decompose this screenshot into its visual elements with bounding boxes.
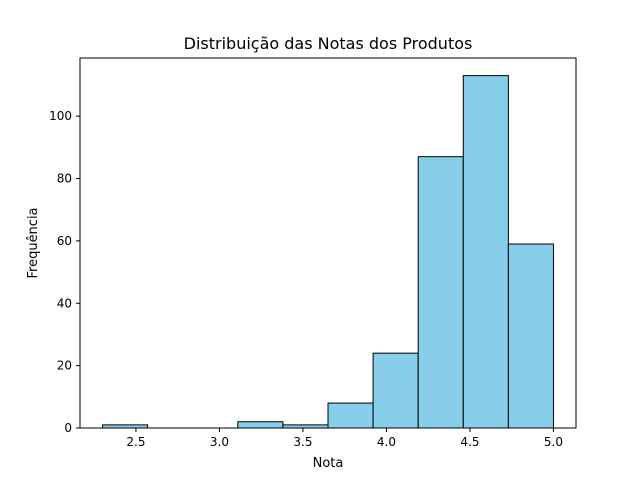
histogram-bar (237, 421, 284, 429)
plot-frame (79, 57, 577, 429)
y-axis-label: Frequência (26, 207, 41, 278)
histogram-bar (327, 402, 374, 429)
histogram-bar (507, 243, 554, 429)
x-tick-label: 2.5 (126, 435, 145, 449)
x-tick-label: 4.0 (377, 435, 396, 449)
x-axis-ticks: 2.5 3.0 3.5 4.0 4.5 5.0 (126, 428, 563, 449)
x-axis-label: Nota (313, 456, 344, 471)
x-tick-label: 5.0 (544, 435, 563, 449)
y-tick-label: 80 (57, 172, 72, 186)
x-tick-label: 3.0 (210, 435, 229, 449)
chart-title: Distribuição das Notas dos Produtos (184, 34, 473, 53)
bars-group (102, 75, 554, 429)
x-tick-label: 3.5 (293, 435, 312, 449)
y-tick-label: 100 (49, 109, 72, 123)
histogram-bar (372, 352, 419, 429)
histogram-bar (417, 156, 464, 429)
y-tick-label: 40 (57, 296, 72, 310)
histogram-bar (462, 75, 509, 429)
y-axis-ticks: 0 20 40 60 80 100 (49, 109, 80, 435)
y-tick-label: 60 (57, 234, 72, 248)
x-tick-label: 4.5 (460, 435, 479, 449)
y-tick-label: 20 (57, 359, 72, 373)
y-tick-label: 0 (64, 421, 72, 435)
